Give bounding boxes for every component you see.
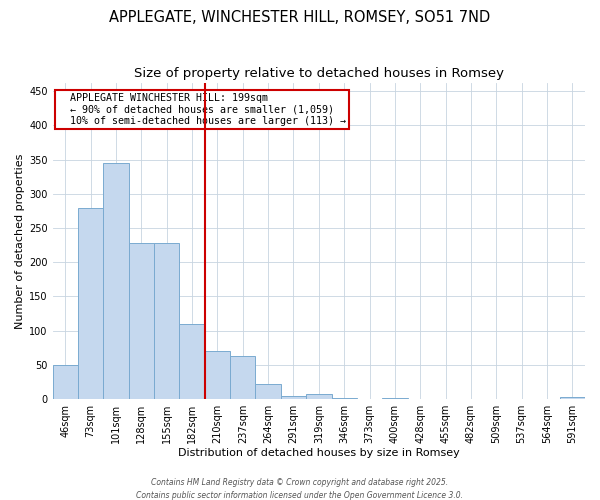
X-axis label: Distribution of detached houses by size in Romsey: Distribution of detached houses by size …	[178, 448, 460, 458]
Bar	[230, 356, 256, 399]
Bar	[281, 396, 306, 399]
Bar	[205, 351, 230, 399]
Bar	[560, 397, 585, 399]
Bar	[53, 365, 78, 399]
Bar	[154, 243, 179, 399]
Text: Contains HM Land Registry data © Crown copyright and database right 2025.
Contai: Contains HM Land Registry data © Crown c…	[137, 478, 464, 500]
Bar	[129, 243, 154, 399]
Bar	[332, 398, 357, 399]
Bar	[306, 394, 332, 399]
Title: Size of property relative to detached houses in Romsey: Size of property relative to detached ho…	[134, 68, 504, 80]
Bar	[103, 163, 129, 399]
Bar	[78, 208, 103, 399]
Text: APPLEGATE, WINCHESTER HILL, ROMSEY, SO51 7ND: APPLEGATE, WINCHESTER HILL, ROMSEY, SO51…	[109, 10, 491, 25]
Y-axis label: Number of detached properties: Number of detached properties	[15, 154, 25, 329]
Bar	[179, 324, 205, 399]
Bar	[382, 398, 407, 399]
Bar	[256, 384, 281, 399]
Text: APPLEGATE WINCHESTER HILL: 199sqm  
  ← 90% of detached houses are smaller (1,05: APPLEGATE WINCHESTER HILL: 199sqm ← 90% …	[58, 92, 346, 126]
